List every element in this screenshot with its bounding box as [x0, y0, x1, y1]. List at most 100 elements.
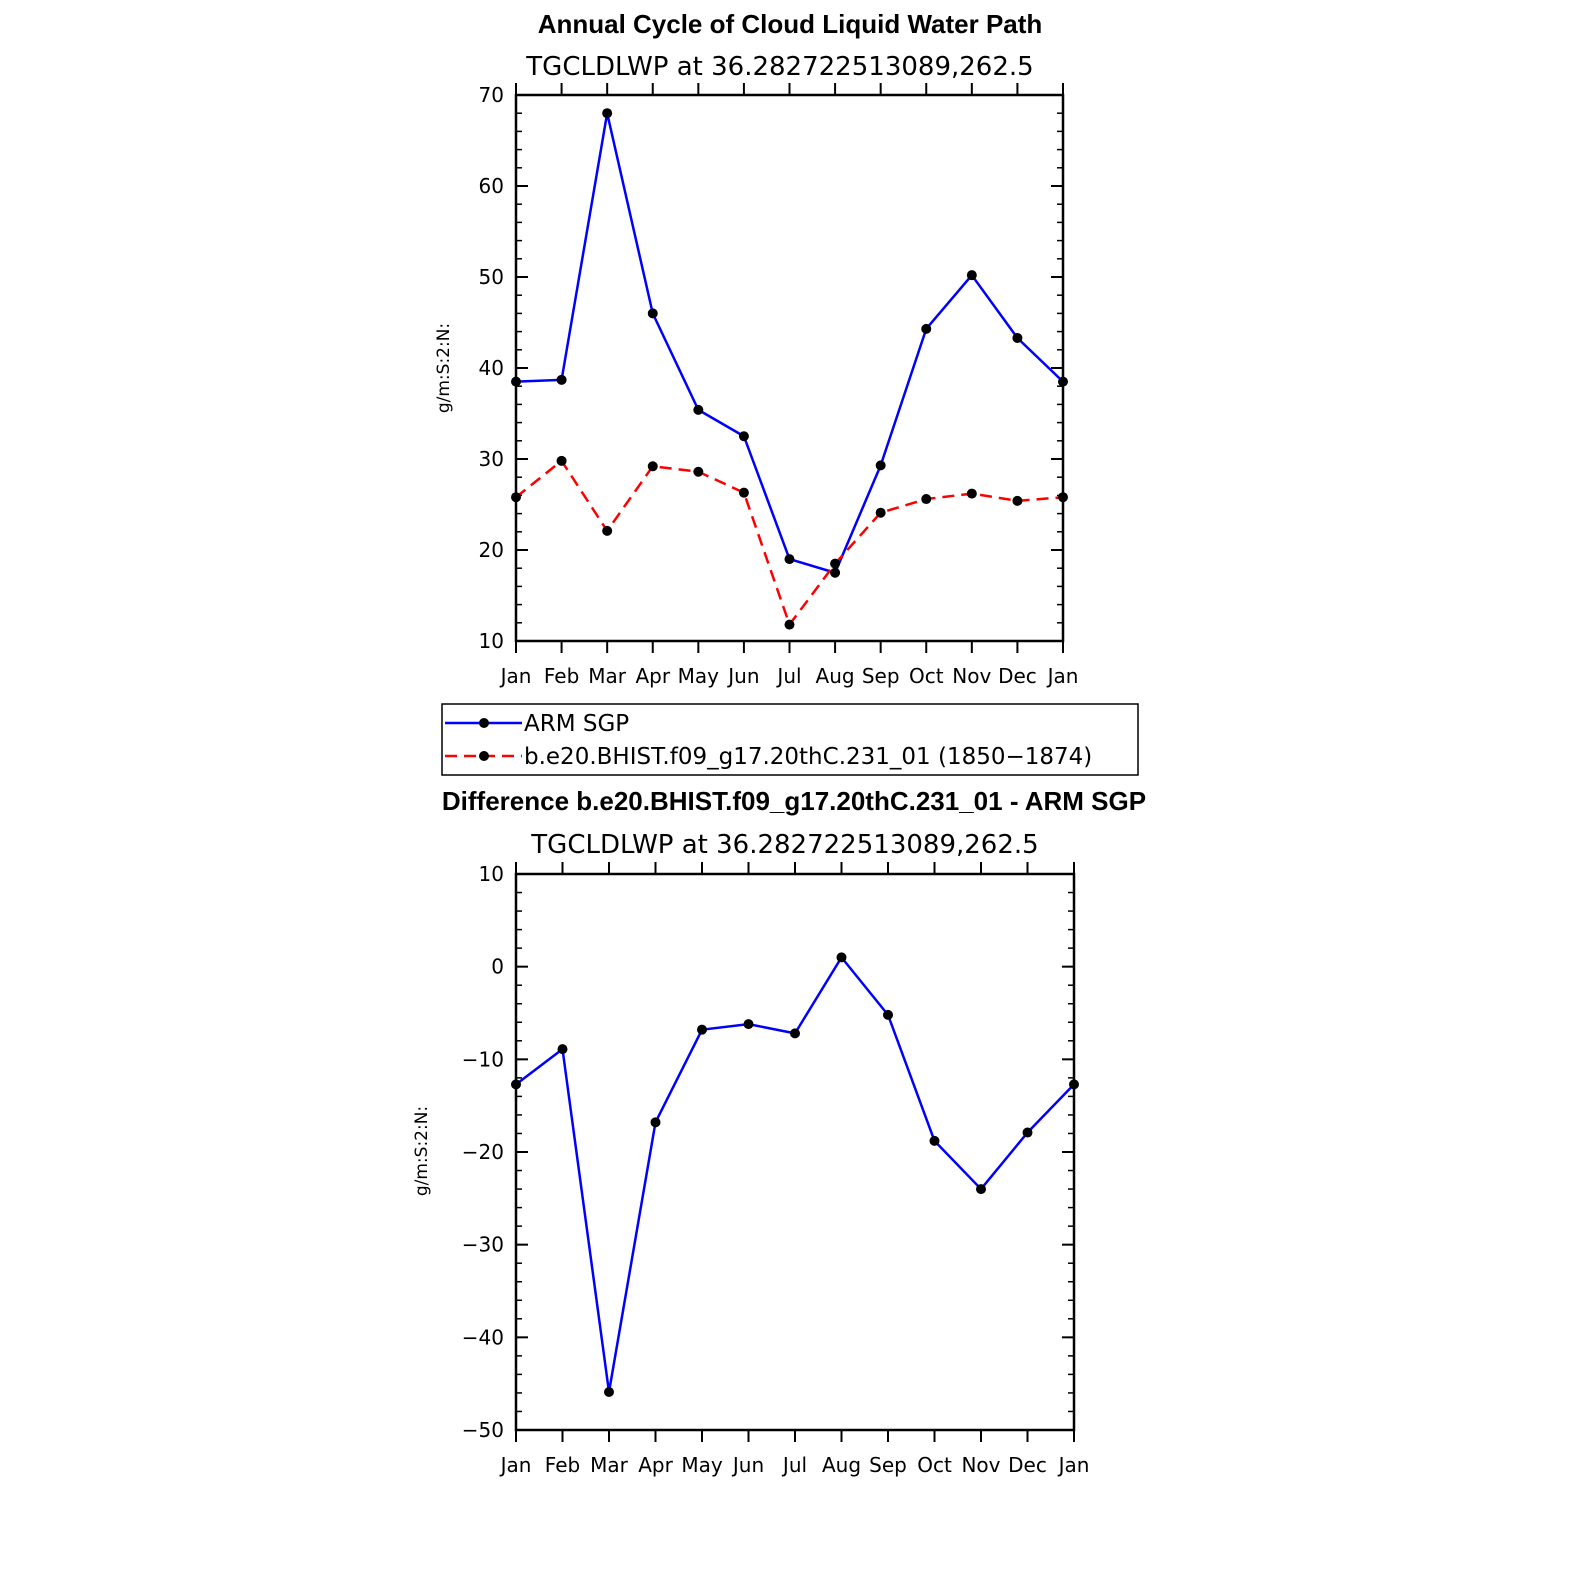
top-xtick-label: Dec: [998, 664, 1037, 688]
bottom-chart-subtitle: TGCLDLWP at 36.282722513089,262.5: [530, 830, 1038, 860]
bottom-data-point-0: [650, 1117, 661, 1128]
bottom-data-point-0: [511, 1079, 521, 1090]
top-xtick-label: Mar: [588, 664, 627, 688]
bottom-chart-title: Difference b.e20.BHIST.f09_g17.20thC.231…: [442, 786, 1146, 816]
top-ytick-label: 70: [479, 83, 504, 107]
top-data-point-1: [602, 525, 613, 536]
top-chart-subtitle: TGCLDLWP at 36.282722513089,262.5: [525, 52, 1033, 82]
top-data-point-0: [602, 108, 613, 119]
top-xtick-label: Aug: [816, 664, 855, 688]
bottom-xtick-label: Sep: [869, 1453, 907, 1477]
bottom-series-line-0: [515, 956, 1075, 1394]
top-y-axis-label: g/m:S:2:N:: [434, 323, 454, 413]
top-xtick-label: May: [678, 664, 720, 688]
bottom-xtick-label: Mar: [590, 1453, 629, 1477]
top-data-point-0: [1058, 376, 1068, 387]
legend-label-arm: ARM SGP: [524, 711, 629, 737]
bottom-ytick-label: −10: [462, 1047, 504, 1071]
bottom-ytick-label: −20: [462, 1140, 504, 1164]
bottom-xtick-label: Oct: [917, 1453, 952, 1477]
top-xtick-label: Jan: [499, 664, 532, 688]
legend-marker-model: [479, 751, 489, 761]
top-data-point-0: [738, 431, 749, 442]
bottom-data-point-0: [836, 952, 847, 963]
top-data-point-0: [647, 308, 658, 319]
top-data-point-1: [784, 619, 795, 630]
top-data-point-1: [556, 455, 567, 466]
bottom-data-point-0: [743, 1019, 754, 1030]
top-ytick-label: 10: [479, 629, 504, 653]
top-data-point-0: [1012, 332, 1023, 343]
bottom-y-axis-label: g/m:S:2:N:: [412, 1106, 432, 1196]
bottom-xtick-label: Jan: [499, 1453, 532, 1477]
bottom-ytick-label: 10: [479, 862, 504, 886]
bottom-data-point-0: [604, 1387, 614, 1398]
legend: ARM SGP b.e20.BHIST.f09_g17.20thC.231_01…: [441, 703, 1139, 776]
bottom-ytick-label: −40: [462, 1325, 504, 1349]
bottom-ytick-label: 0: [491, 955, 504, 979]
bottom-data-point-0: [697, 1024, 707, 1035]
bottom-xtick-label: May: [681, 1453, 723, 1477]
bottom-data-point-0: [929, 1135, 940, 1146]
legend-box: [441, 703, 1139, 776]
top-plot-area: 10 20 30 40 50 60 70 Jan Feb Mar Apr May Jun Jul Aug Se…: [479, 83, 1079, 688]
top-chart-title: Annual Cycle of Cloud Liquid Water Path: [538, 9, 1043, 39]
top-xtick-label: Feb: [544, 664, 579, 688]
top-ytick-label: 60: [479, 174, 504, 198]
legend-label-model: b.e20.BHIST.f09_g17.20thC.231_01 (1850−1…: [524, 744, 1092, 770]
top-data-point-1: [693, 466, 704, 477]
bottom-xtick-label: Feb: [545, 1453, 580, 1477]
top-xtick-label: Nov: [952, 664, 991, 688]
top-data-point-1: [875, 507, 886, 518]
top-xtick-label: Sep: [862, 664, 900, 688]
bottom-xtick-label: Nov: [961, 1453, 1000, 1477]
bottom-data-point-0: [883, 1009, 893, 1020]
top-ytick-label: 20: [479, 538, 504, 562]
top-series-line-1: [515, 459, 1064, 626]
top-data-point-0: [875, 460, 886, 471]
top-data-point-1: [830, 558, 841, 569]
bottom-xtick-label: Jan: [1057, 1453, 1090, 1477]
bottom-data-point-0: [1069, 1079, 1079, 1090]
bottom-xtick-label: Jun: [731, 1453, 764, 1477]
top-data-point-1: [921, 494, 932, 505]
bottom-frame: [514, 872, 1076, 1432]
bottom-data-point-0: [790, 1028, 800, 1039]
top-xtick-label: Jun: [726, 664, 759, 688]
legend-marker-arm: [479, 718, 489, 728]
top-data-point-1: [511, 492, 521, 503]
bottom-ytick-label: −30: [462, 1233, 504, 1257]
top-data-point-1: [966, 488, 977, 499]
top-xtick-label: Oct: [909, 664, 944, 688]
bottom-xtick-label: Dec: [1008, 1453, 1047, 1477]
top-data-point-1: [647, 461, 658, 472]
top-ytick-label: 30: [479, 447, 504, 471]
bottom-ytick-label: −50: [462, 1418, 504, 1442]
bottom-panel: Difference b.e20.BHIST.f09_g17.20thC.231…: [412, 786, 1146, 1477]
bottom-plot-area: −50 −40 −30 −20 −10 0 10 Jan Feb Mar Apr May Jun Jul A…: [462, 862, 1090, 1477]
top-data-point-0: [830, 567, 841, 578]
bottom-xtick-label: Aug: [822, 1453, 861, 1477]
bottom-data-point-0: [557, 1044, 568, 1055]
top-xtick-label: Jul: [775, 664, 801, 688]
top-data-point-1: [738, 487, 749, 498]
top-ytick-label: 50: [479, 265, 504, 289]
top-data-point-0: [556, 374, 567, 385]
top-data-point-1: [1012, 495, 1023, 506]
top-xtick-label: Apr: [635, 664, 670, 688]
top-data-point-0: [784, 554, 795, 565]
top-xtick-label: Jan: [1046, 664, 1079, 688]
top-data-point-0: [966, 270, 977, 281]
top-data-point-0: [693, 404, 704, 415]
top-data-point-1: [1058, 492, 1068, 503]
bottom-data-point-0: [976, 1184, 986, 1195]
top-panel: Annual Cycle of Cloud Liquid Water Path …: [434, 9, 1078, 688]
top-series-line-0: [515, 111, 1064, 574]
bottom-xtick-label: Apr: [638, 1453, 673, 1477]
bottom-data-point-0: [1022, 1127, 1033, 1138]
top-data-point-0: [511, 376, 521, 387]
bottom-xtick-label: Jul: [781, 1453, 807, 1477]
top-ytick-label: 40: [479, 356, 504, 380]
top-data-point-0: [921, 323, 932, 334]
